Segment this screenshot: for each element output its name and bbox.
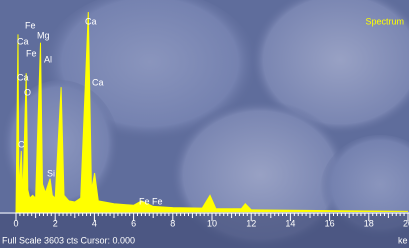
x-tick-label: 6 bbox=[131, 218, 136, 228]
peak-label: Fe bbox=[25, 20, 36, 30]
x-tick-label: 12 bbox=[246, 218, 256, 228]
x-tick-label: 0 bbox=[13, 218, 18, 228]
spectrum-view: Spectrum Full Scale 3603 cts Cursor: 0.0… bbox=[0, 0, 409, 248]
peak-label: Fe Fe bbox=[139, 196, 163, 206]
peak-label: Ca bbox=[85, 16, 97, 26]
x-tick-label: 18 bbox=[364, 218, 374, 228]
peak-label: O bbox=[24, 87, 31, 97]
x-tick-label: 14 bbox=[285, 218, 295, 228]
peak-label: Al bbox=[44, 54, 52, 64]
x-tick-label: 20 bbox=[403, 218, 409, 228]
spectrum-title: Spectrum bbox=[365, 16, 404, 26]
peak-label: Ca bbox=[17, 72, 29, 82]
x-tick-label: 10 bbox=[207, 218, 217, 228]
x-tick-label: 16 bbox=[325, 218, 335, 228]
footer-status: Full Scale 3603 cts Cursor: 0.000 bbox=[2, 235, 135, 245]
x-tick-label: 8 bbox=[170, 218, 175, 228]
x-tick-label: 2 bbox=[53, 218, 58, 228]
peak-label: Fe bbox=[26, 48, 37, 58]
x-axis-label: ke bbox=[398, 235, 408, 245]
peak-label: Ca bbox=[92, 77, 104, 87]
peak-label: Si bbox=[47, 168, 55, 178]
peak-label: Ca bbox=[17, 36, 29, 46]
x-tick-label: 4 bbox=[92, 218, 97, 228]
peak-label: C bbox=[18, 139, 25, 149]
peak-label: Mg bbox=[37, 30, 50, 40]
